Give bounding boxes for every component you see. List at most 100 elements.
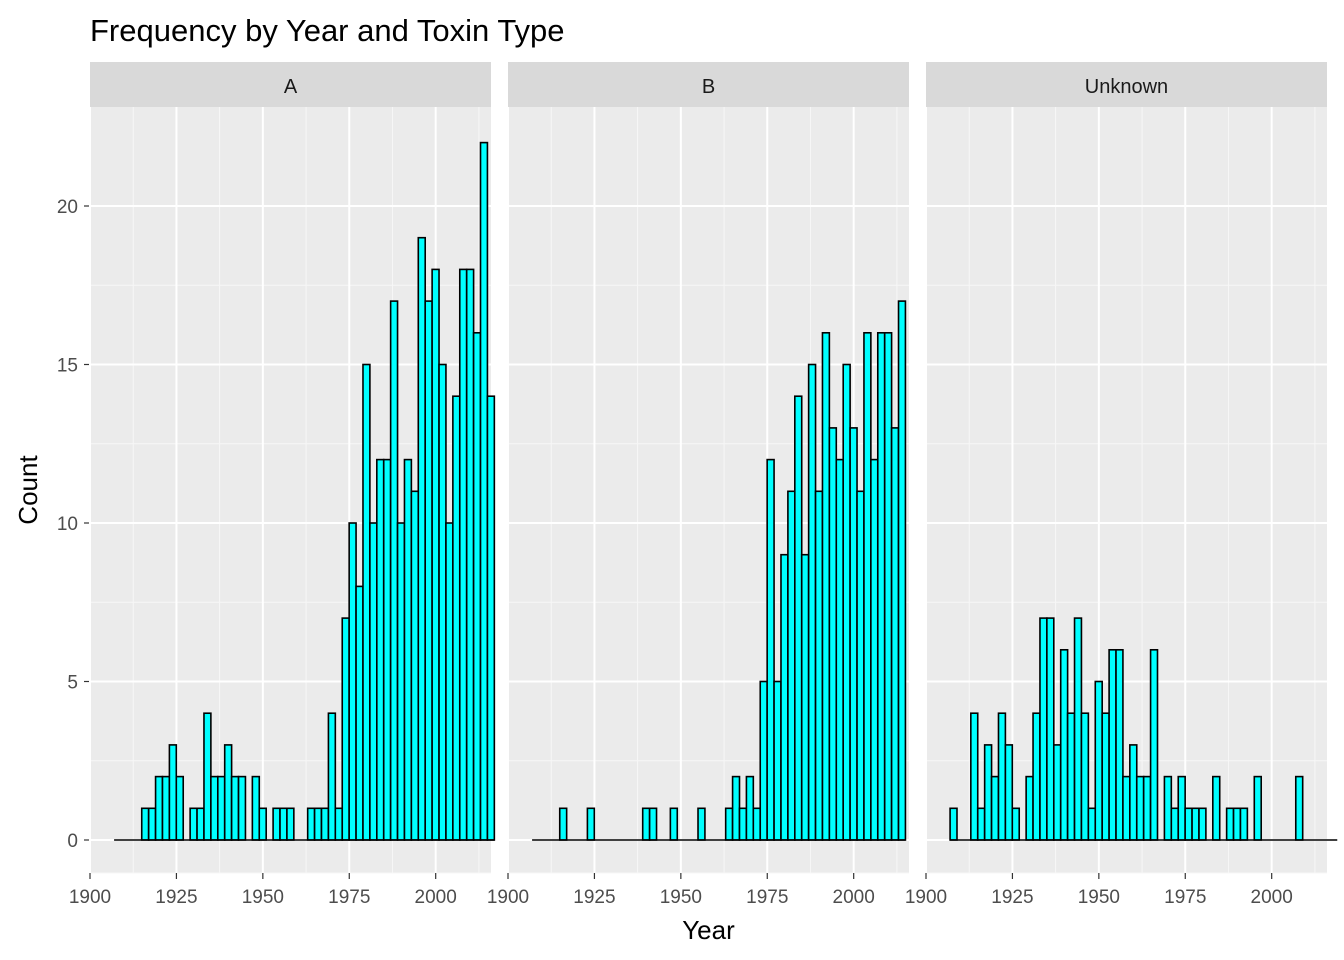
histogram-bar	[1025, 775, 1034, 841]
histogram-bar	[1066, 712, 1076, 841]
histogram-bar	[863, 331, 872, 841]
histogram-bar	[410, 490, 420, 841]
histogram-bar	[897, 300, 907, 841]
histogram-bar	[1108, 648, 1117, 841]
x-tick-label: 1900	[487, 887, 529, 908]
histogram-bar	[1087, 807, 1097, 841]
histogram-bar	[1135, 775, 1145, 841]
histogram-bar	[313, 807, 323, 841]
histogram-bar	[1073, 617, 1083, 841]
histogram-bar	[814, 490, 824, 841]
histogram-bar	[1032, 712, 1041, 841]
histogram-bar	[376, 458, 385, 841]
histogram-bar	[1149, 648, 1159, 841]
histogram-bar	[196, 807, 205, 841]
histogram-bar	[1122, 775, 1131, 841]
histogram-bar	[1115, 648, 1124, 841]
histogram-bar	[369, 522, 378, 841]
histogram-bar	[821, 331, 831, 841]
histogram-bar	[558, 807, 568, 841]
histogram-bar	[876, 331, 886, 841]
histogram-bar	[396, 522, 406, 841]
x-tick-label: 1950	[1078, 887, 1120, 908]
histogram-bar	[773, 680, 782, 841]
y-axis-label: Count	[13, 455, 43, 525]
x-tick-label: 1900	[905, 887, 947, 908]
histogram-bar	[1198, 807, 1207, 841]
y-tick-label: 10	[57, 514, 78, 535]
x-tick-label: 1925	[155, 887, 197, 908]
histogram-bar	[648, 807, 658, 841]
histogram-bar	[752, 807, 762, 841]
histogram-bar	[334, 807, 344, 841]
histogram-bar	[738, 807, 748, 841]
histogram-bar	[1052, 744, 1062, 841]
histogram-bar	[780, 553, 789, 841]
histogram-bar	[1212, 775, 1221, 841]
facet-panel-unknown: Unknown 1900 1925 1950 1975 2000	[905, 62, 1338, 908]
histogram-bar	[983, 744, 993, 841]
y-tick-label: 15	[57, 356, 78, 377]
x-tick-label: 1900	[69, 887, 111, 908]
histogram-bar	[203, 712, 212, 841]
x-tick-label: 1975	[746, 887, 788, 908]
histogram-bar	[1142, 775, 1152, 841]
histogram-bar	[970, 712, 979, 841]
histogram-bar	[849, 427, 858, 841]
histogram-bar	[327, 712, 337, 841]
panel-background	[926, 107, 1327, 873]
histogram-bar	[472, 331, 482, 841]
histogram-bar	[1039, 617, 1048, 841]
histogram-bar	[445, 522, 454, 841]
histogram-bar	[976, 807, 986, 841]
x-tick-label: 2000	[1251, 887, 1293, 908]
histogram-bar	[990, 775, 1000, 841]
histogram-bar	[382, 458, 392, 841]
histogram-bar	[997, 712, 1007, 841]
histogram-bar	[1191, 807, 1200, 841]
x-tick-label: 2000	[415, 887, 457, 908]
histogram-bar	[745, 775, 755, 841]
histogram-bar	[641, 807, 651, 841]
histogram-bar	[800, 553, 810, 841]
histogram-bar	[856, 490, 865, 841]
histogram-bar	[1232, 807, 1242, 841]
histogram-bar	[1101, 712, 1110, 841]
histogram-bar	[424, 300, 433, 841]
histogram-bar	[1163, 775, 1173, 841]
x-tick-label: 1950	[660, 887, 702, 908]
y-tick-label: 0	[67, 831, 78, 852]
histogram-bar	[216, 775, 226, 841]
histogram-bar	[1177, 775, 1186, 841]
histogram-bar	[787, 490, 796, 841]
histogram-bar	[286, 807, 295, 841]
facet-panel-a: A 1900 1925 1950 1975 2000	[69, 62, 496, 908]
histogram-bar	[486, 395, 496, 841]
histogram-bar	[279, 807, 288, 841]
histogram-bar	[140, 807, 150, 841]
histogram-bar	[230, 775, 240, 841]
histogram-bar	[147, 807, 157, 841]
histogram-bar	[306, 807, 316, 841]
histogram-bar	[417, 236, 427, 841]
histogram-bar	[154, 775, 164, 841]
histogram-bar	[458, 268, 468, 841]
x-tick-label: 1925	[573, 887, 615, 908]
histogram-bar	[258, 807, 267, 841]
histogram-bar	[1004, 744, 1014, 841]
histogram-bar	[210, 775, 219, 841]
facet-strip	[926, 62, 1327, 107]
facet-strip-label: B	[702, 76, 715, 98]
histogram-bar	[272, 807, 281, 841]
x-tick-label: 1975	[328, 887, 370, 908]
histogram-bar	[161, 775, 171, 841]
histogram-bar	[1225, 807, 1235, 841]
histogram-bar	[1011, 807, 1021, 841]
x-tick-label: 1925	[991, 887, 1033, 908]
y-tick-label: 20	[57, 197, 78, 218]
histogram-bar	[807, 363, 817, 841]
histogram-bar	[465, 268, 475, 841]
histogram-bar	[251, 775, 261, 841]
histogram-bar	[835, 458, 845, 841]
